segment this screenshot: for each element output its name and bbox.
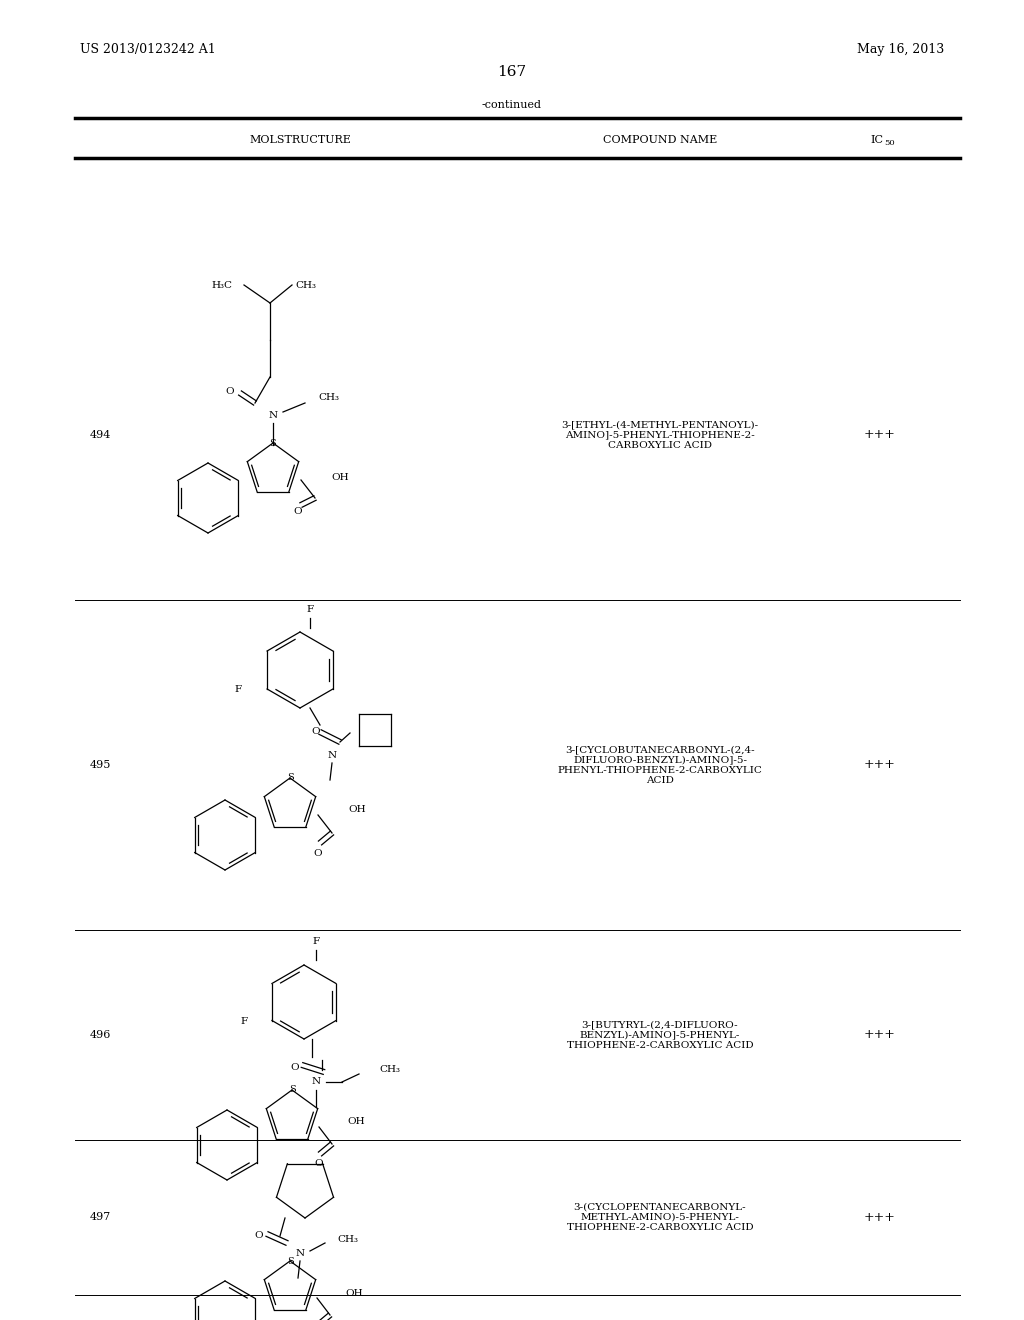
Text: 3-[BUTYRYL-(2,4-DIFLUORO-
BENZYL)-AMINO]-5-PHENYL-
THIOPHENE-2-CARBOXYLIC ACID: 3-[BUTYRYL-(2,4-DIFLUORO- BENZYL)-AMINO]…: [566, 1020, 754, 1049]
Text: N: N: [328, 751, 337, 759]
Text: COMPOUND NAME: COMPOUND NAME: [603, 135, 717, 145]
Text: F: F: [312, 937, 319, 946]
Text: N: N: [296, 1249, 304, 1258]
Text: May 16, 2013: May 16, 2013: [857, 44, 944, 57]
Text: OH: OH: [331, 474, 348, 483]
Text: F: F: [234, 685, 242, 694]
Text: O: O: [294, 507, 302, 516]
Text: N: N: [268, 411, 278, 420]
Text: +++: +++: [864, 1210, 896, 1224]
Text: CH₃: CH₃: [337, 1236, 358, 1245]
Text: 50: 50: [884, 139, 895, 147]
Text: S: S: [289, 1085, 295, 1094]
Text: 496: 496: [90, 1030, 112, 1040]
Text: +++: +++: [864, 429, 896, 441]
Text: O: O: [254, 1232, 263, 1241]
Text: 497: 497: [90, 1213, 112, 1222]
Text: CH₃: CH₃: [318, 393, 339, 403]
Text: 3-(CYCLOPENTANECARBONYL-
METHYL-AMINO)-5-PHENYL-
THIOPHENE-2-CARBOXYLIC ACID: 3-(CYCLOPENTANECARBONYL- METHYL-AMINO)-5…: [566, 1203, 754, 1233]
Text: OH: OH: [345, 1288, 362, 1298]
Text: F: F: [306, 606, 313, 615]
Text: +++: +++: [864, 1028, 896, 1041]
Text: S: S: [287, 774, 293, 783]
Text: O: O: [225, 388, 234, 396]
Text: 167: 167: [498, 65, 526, 79]
Text: 3-[ETHYL-(4-METHYL-PENTANOYL)-
AMINO]-5-PHENYL-THIOPHENE-2-
CARBOXYLIC ACID: 3-[ETHYL-(4-METHYL-PENTANOYL)- AMINO]-5-…: [561, 420, 759, 450]
Text: 494: 494: [90, 430, 112, 440]
Text: O: O: [311, 727, 319, 737]
Text: -continued: -continued: [482, 100, 542, 110]
Text: IC: IC: [870, 135, 883, 145]
Text: US 2013/0123242 A1: US 2013/0123242 A1: [80, 44, 216, 57]
Text: CH₃: CH₃: [295, 281, 316, 289]
Text: +++: +++: [864, 759, 896, 771]
Text: O: O: [291, 1063, 299, 1072]
Text: OH: OH: [348, 805, 366, 814]
Text: O: O: [314, 1159, 324, 1168]
Text: MOLSTRUCTURE: MOLSTRUCTURE: [249, 135, 351, 145]
Text: N: N: [311, 1077, 321, 1086]
Text: 3-[CYCLOBUTANECARBONYL-(2,4-
DIFLUORO-BENZYL)-AMINO]-5-
PHENYL-THIOPHENE-2-CARBO: 3-[CYCLOBUTANECARBONYL-(2,4- DIFLUORO-BE…: [557, 744, 763, 785]
Text: 495: 495: [90, 760, 112, 770]
Text: OH: OH: [347, 1118, 365, 1126]
Text: O: O: [313, 849, 323, 858]
Text: H₃C: H₃C: [211, 281, 232, 289]
Text: F: F: [241, 1018, 248, 1027]
Text: CH₃: CH₃: [379, 1064, 400, 1073]
Text: S: S: [287, 1257, 293, 1266]
Text: S: S: [269, 438, 276, 447]
